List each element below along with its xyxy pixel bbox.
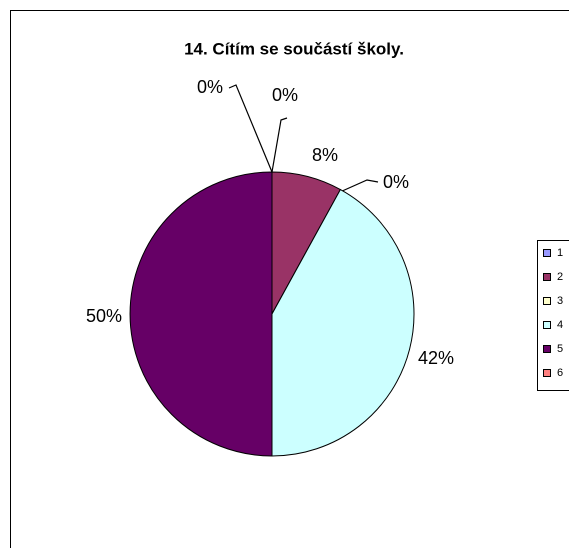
legend-swatch	[543, 249, 551, 257]
legend-box	[537, 240, 569, 391]
legend-swatch	[543, 369, 551, 377]
legend-label: 5	[557, 343, 563, 355]
legend-label: 3	[557, 295, 563, 307]
data-label: 42%	[418, 348, 454, 368]
leader-line	[271, 117, 288, 173]
data-label: 50%	[86, 306, 122, 326]
legend-swatch	[543, 345, 551, 353]
pie-slice	[271, 188, 415, 457]
pie-slice	[129, 171, 273, 457]
data-label: 0%	[383, 172, 409, 192]
legend-label: 1	[557, 247, 563, 259]
chart-title: 14. Cítím se součástí školy.	[184, 39, 404, 58]
data-label: 0%	[272, 85, 298, 105]
chart-border	[10, 10, 569, 548]
legend-label: 2	[557, 271, 563, 283]
legend-swatch	[543, 273, 551, 281]
data-label: 8%	[312, 145, 338, 165]
leader-line	[339, 179, 379, 193]
legend-label: 4	[557, 319, 563, 331]
legend-swatch	[543, 297, 551, 305]
legend-swatch	[543, 321, 551, 329]
data-label: 0%	[197, 77, 223, 97]
legend-label: 6	[557, 367, 563, 379]
leader-line	[228, 84, 273, 173]
